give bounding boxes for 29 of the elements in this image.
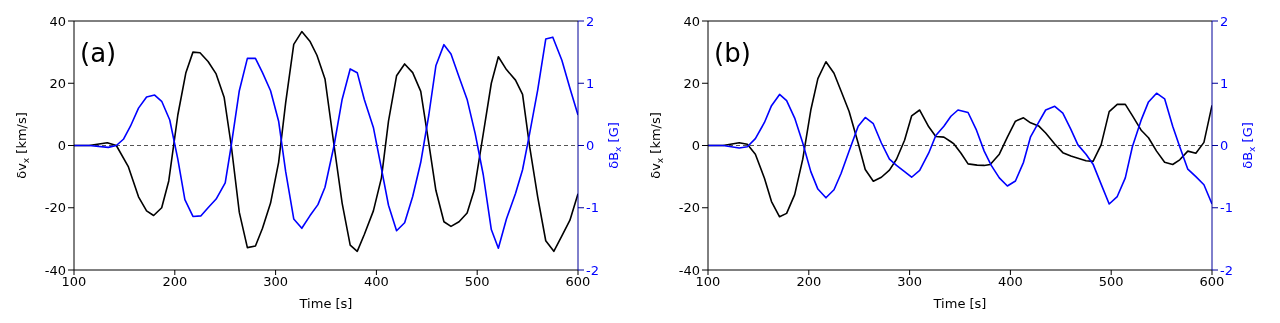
x-tick-label: 300 <box>263 274 289 290</box>
x-tick-label: 200 <box>162 274 188 290</box>
annotation: (a) <box>80 38 117 68</box>
x-axis-title: Time [s] <box>298 296 353 311</box>
y2-tick-label: 2 <box>586 13 595 29</box>
y2-tick-label: 0 <box>1220 138 1229 154</box>
x-tick-label: 400 <box>997 274 1023 290</box>
x-axis-title: Time [s] <box>932 296 987 311</box>
y-tick-label: -20 <box>678 200 700 216</box>
y2-tick-label: -1 <box>586 200 599 216</box>
y2-tick-label: -1 <box>1220 200 1233 216</box>
y-tick-label: 0 <box>57 138 66 154</box>
annotation: (b) <box>714 38 751 68</box>
x-tick-label: 500 <box>1098 274 1124 290</box>
y-tick-label: 20 <box>49 75 66 91</box>
y-tick-label: 40 <box>49 13 66 29</box>
y-tick-label: 0 <box>691 138 700 154</box>
x-tick-label: 400 <box>363 274 389 290</box>
y-tick-label: -20 <box>44 200 66 216</box>
line-series <box>708 92 1212 205</box>
y-tick-label: 20 <box>683 75 700 91</box>
y2-tick-label: 0 <box>586 138 595 154</box>
x-tick-label: 500 <box>464 274 490 290</box>
y-tick-label: 40 <box>683 13 700 29</box>
y2-tick-label: 1 <box>1220 75 1229 91</box>
x-tick-label: 200 <box>796 274 822 290</box>
y2-tick-label: 2 <box>1220 13 1229 29</box>
y2-tick-label: 1 <box>586 75 595 91</box>
x-tick-label: 300 <box>897 274 923 290</box>
